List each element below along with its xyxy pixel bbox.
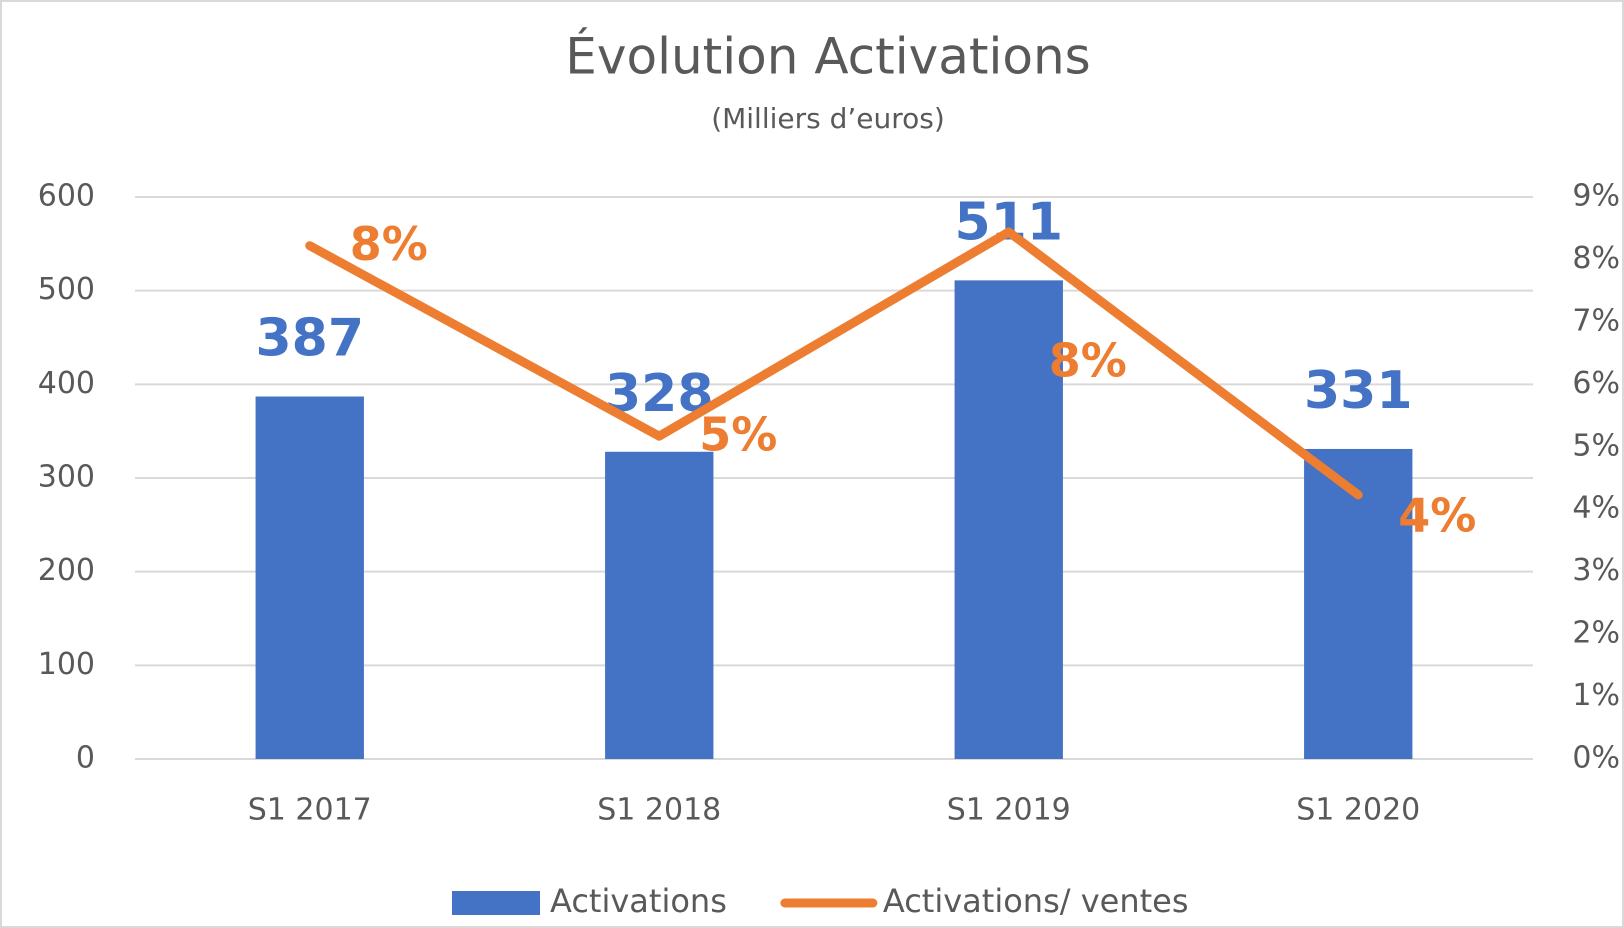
y2-tick-label: 9%: [1572, 179, 1620, 214]
bar: [954, 280, 1063, 759]
y-tick-label: 200: [38, 553, 95, 588]
y2-tick-label: 8%: [1572, 241, 1620, 276]
x-tick-label: S1 2018: [597, 793, 721, 828]
chart-subtitle: (Milliers d’euros): [711, 102, 945, 135]
x-tick-label: S1 2020: [1296, 793, 1420, 828]
y2-tick-label: 4%: [1572, 491, 1620, 526]
y-tick-label: 500: [38, 272, 95, 307]
bar-value-label: 511: [954, 192, 1063, 252]
legend-label: Activations/ ventes: [883, 882, 1189, 920]
x-tick-label: S1 2019: [947, 793, 1071, 828]
y-tick-label: 300: [38, 460, 95, 495]
line-value-label: 8%: [350, 217, 428, 271]
y-tick-label: 100: [38, 647, 95, 682]
legend-label: Activations: [550, 882, 727, 920]
y2-tick-label: 2%: [1572, 616, 1620, 651]
y2-tick-label: 7%: [1572, 303, 1620, 338]
x-tick-label: S1 2017: [248, 793, 372, 828]
line: [305, 227, 1363, 500]
y2-tick-label: 1%: [1572, 678, 1620, 713]
y-tick-label: 600: [38, 179, 95, 214]
line-value-label: 8%: [1049, 333, 1127, 387]
y-tick-label: 400: [38, 366, 95, 401]
y2-tick-label: 0%: [1572, 741, 1620, 776]
y2-tick-label: 3%: [1572, 553, 1620, 588]
bar: [605, 451, 714, 759]
line-value-label: 4%: [1398, 488, 1476, 542]
chart-title: Évolution Activations: [565, 27, 1090, 86]
bar-value-label: 387: [255, 309, 364, 369]
y2-tick-label: 5%: [1572, 428, 1620, 463]
legend-swatch: [452, 891, 540, 915]
line-value-label: 5%: [699, 408, 777, 462]
bar-value-label: 331: [1304, 361, 1413, 421]
y2-tick-label: 6%: [1572, 366, 1620, 401]
y-tick-label: 0: [76, 741, 95, 776]
bar: [255, 396, 364, 759]
bar: [1304, 448, 1413, 759]
